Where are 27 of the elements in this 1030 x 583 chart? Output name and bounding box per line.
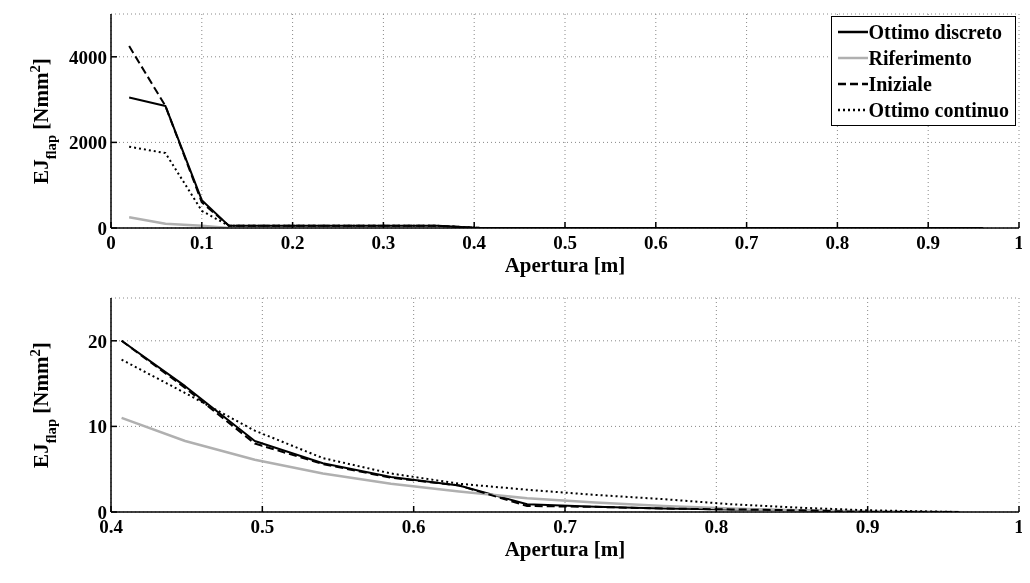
x-tick-label: 0.8 bbox=[825, 232, 850, 254]
x-axis-title: Apertura [m] bbox=[504, 537, 626, 561]
x-tick-label: 0.7 bbox=[734, 232, 759, 254]
x-tick-label: 0.8 bbox=[704, 516, 729, 538]
x-tick-label: 0.3 bbox=[371, 232, 396, 254]
y-tick-label: 20 bbox=[88, 330, 107, 352]
y-tick-label: 2000 bbox=[69, 132, 107, 154]
y-tick-label: 4000 bbox=[69, 46, 107, 68]
x-axis-title: Apertura [m] bbox=[504, 253, 626, 277]
legend-label: Ottimo continuo bbox=[868, 98, 1009, 123]
x-tick-label: 0.4 bbox=[462, 232, 487, 254]
x-tick-label: 0.5 bbox=[553, 232, 577, 254]
x-tick-label: 0.5 bbox=[250, 516, 275, 538]
x-tick-label: 1 bbox=[1014, 516, 1024, 538]
x-tick-label: 0.7 bbox=[553, 516, 578, 538]
x-tick-label: 0.2 bbox=[280, 232, 305, 254]
legend-label: Riferimento bbox=[868, 46, 972, 71]
y-tick-label: 0 bbox=[97, 217, 107, 239]
x-tick-label: 1 bbox=[1014, 232, 1024, 254]
x-tick-label: 0.6 bbox=[401, 516, 426, 538]
x-tick-label: 0.9 bbox=[916, 232, 941, 254]
y-tick-label: 10 bbox=[88, 416, 107, 438]
x-tick-label: 0.1 bbox=[189, 232, 214, 254]
x-tick-label: 0.9 bbox=[855, 516, 880, 538]
legend-label: Iniziale bbox=[868, 72, 932, 97]
legend-label: Ottimo discreto bbox=[868, 20, 1002, 45]
x-tick-label: 0.6 bbox=[643, 232, 668, 254]
